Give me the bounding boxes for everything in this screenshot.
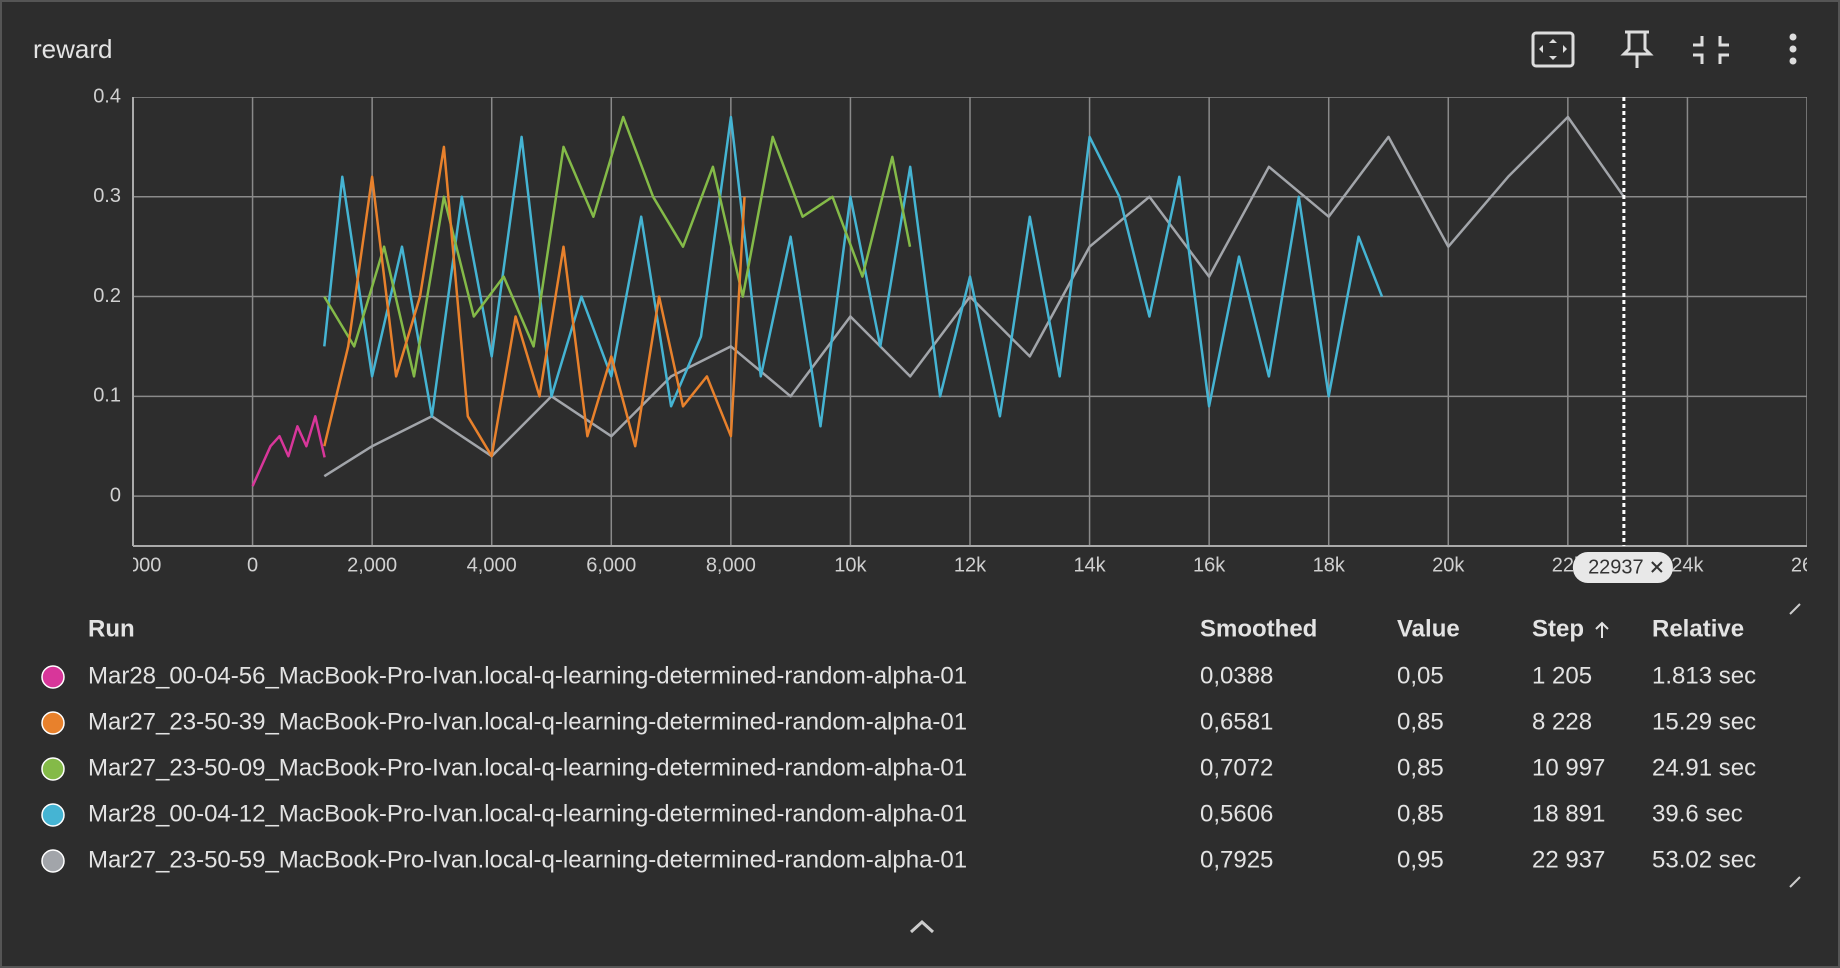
x-tick-label: 4,000	[467, 554, 517, 576]
x-tick-label: 24k	[1671, 554, 1704, 576]
table-cell: 39.6 sec	[1652, 800, 1743, 827]
run-color-swatch[interactable]	[41, 711, 65, 735]
table-cell: 18 891	[1532, 800, 1605, 827]
y-tick-label: 0.1	[93, 385, 121, 407]
table-cell: 8 228	[1532, 708, 1592, 735]
series-line	[323, 115, 912, 378]
hover-close[interactable]	[1651, 561, 1663, 573]
fit-domain-button[interactable]	[1531, 31, 1575, 68]
series-line	[323, 115, 1384, 428]
run-name: Mar27_23-50-59_MacBook-Pro-Ivan.local-q-…	[88, 846, 967, 873]
more-button[interactable]	[1789, 33, 1797, 65]
table-cell: 0,0388	[1200, 662, 1273, 689]
run-color-swatch[interactable]	[41, 757, 65, 781]
table-cell: 1 205	[1532, 662, 1592, 689]
table-cell: 10 997	[1532, 754, 1605, 781]
table-cell: 24.91 sec	[1652, 754, 1756, 781]
column-header[interactable]: Step	[1532, 615, 1584, 642]
y-tick-label: 0.4	[93, 85, 121, 107]
table-cell: 0,7925	[1200, 846, 1273, 873]
table-cell: 53.02 sec	[1652, 846, 1756, 873]
y-tick-label: 0.2	[93, 285, 121, 307]
x-tick-label: 0	[247, 554, 258, 576]
table-cell: 0,95	[1397, 846, 1444, 873]
table-cell: 0,85	[1397, 754, 1444, 781]
expand-button[interactable]	[909, 919, 935, 934]
run-name: Mar27_23-50-39_MacBook-Pro-Ivan.local-q-…	[88, 708, 967, 735]
table-cell: 0,6581	[1200, 708, 1273, 735]
column-header[interactable]: Relative	[1652, 615, 1744, 642]
y-tick-label: 0.3	[93, 185, 121, 207]
table-cell: 0,05	[1397, 662, 1444, 689]
table-cell: 1.813 sec	[1652, 662, 1756, 689]
sort-arrow	[1595, 621, 1609, 638]
x-tick-label: 18k	[1313, 554, 1346, 576]
x-tick-label: 26k	[1791, 554, 1824, 576]
run-name: Mar27_23-50-09_MacBook-Pro-Ivan.local-q-…	[88, 754, 967, 781]
table-cell: 22 937	[1532, 846, 1605, 873]
table-cell: 0,7072	[1200, 754, 1273, 781]
x-tick-label: 8,000	[706, 554, 756, 576]
run-color-swatch[interactable]	[41, 803, 65, 827]
y-tick-label: 0	[110, 484, 121, 506]
x-tick-label: 12k	[954, 554, 987, 576]
table-cell: 0,5606	[1200, 800, 1273, 827]
x-tick-labels: -2,000 0 2,000 4,000 6,000 8,000 10k 12k 14k 16k 1…	[105, 554, 1824, 576]
table-cell: 0,85	[1397, 708, 1444, 735]
column-header: Run	[88, 615, 135, 642]
x-tick-label: -2,000	[105, 554, 162, 576]
collapse-button[interactable]	[1693, 36, 1729, 64]
chart-title: reward	[33, 34, 112, 64]
table-cell: 15.29 sec	[1652, 708, 1756, 735]
resize-handle[interactable]	[1789, 603, 1801, 888]
plot-clip	[133, 97, 1807, 546]
hover-chip[interactable]	[1572, 552, 1673, 583]
column-header[interactable]: Value	[1397, 615, 1460, 642]
x-tick-label: 6,000	[586, 554, 636, 576]
column-header[interactable]: Smoothed	[1200, 615, 1317, 642]
x-tick-label: 14k	[1073, 554, 1106, 576]
series-line	[323, 115, 1625, 478]
plot-area: -2,000 0 2,000 4,000 6,000 8,000 10k 12k 14k 16k 1…	[93, 85, 1824, 583]
toolbar	[1531, 30, 1797, 68]
series-line	[323, 145, 746, 458]
pin-button[interactable]	[1620, 30, 1654, 68]
x-tick-label: 2,000	[347, 554, 397, 576]
x-tick-label: 16k	[1193, 554, 1226, 576]
series-line	[251, 415, 326, 487]
x-tick-label: 20k	[1432, 554, 1465, 576]
table-cell: 0,85	[1397, 800, 1444, 827]
run-name: Mar28_00-04-12_MacBook-Pro-Ivan.local-q-…	[88, 800, 967, 827]
hover-step-label: 22937	[1588, 556, 1644, 578]
run-color-swatch[interactable]	[41, 849, 65, 873]
x-tick-label: 10k	[834, 554, 867, 576]
run-name: Mar28_00-04-56_MacBook-Pro-Ivan.local-q-…	[88, 662, 967, 689]
run-color-swatch[interactable]	[41, 665, 65, 689]
